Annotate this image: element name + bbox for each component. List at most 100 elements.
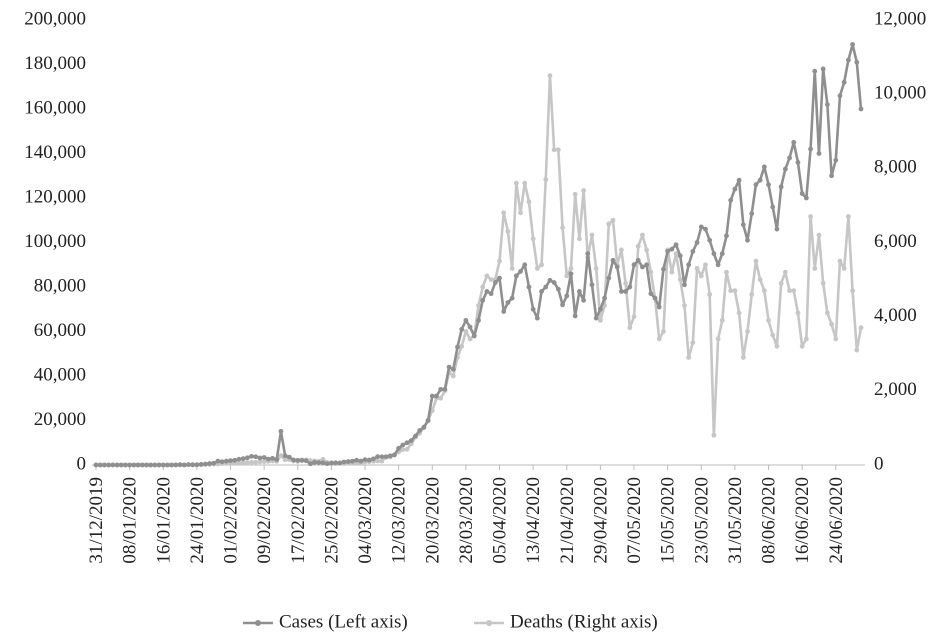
- point: [547, 277, 553, 283]
- point: [841, 266, 847, 271]
- x-tick-label: 28/03/2020: [456, 477, 477, 564]
- point: [707, 292, 713, 297]
- point: [383, 454, 389, 460]
- x-tick-label: 23/05/2020: [691, 477, 712, 564]
- point: [858, 106, 864, 112]
- point: [135, 462, 141, 468]
- point: [795, 160, 801, 165]
- y2-tick-label: 2,000: [874, 379, 917, 400]
- point: [274, 457, 280, 462]
- x-tick-label: 25/02/2020: [321, 477, 342, 564]
- point: [333, 460, 338, 466]
- point: [345, 459, 351, 464]
- point: [631, 314, 637, 320]
- point: [656, 336, 662, 342]
- y-tick-label: 140,000: [24, 142, 86, 163]
- point: [244, 460, 250, 465]
- point: [375, 454, 381, 460]
- x-tick-label: 31/12/2019: [86, 477, 107, 564]
- point: [303, 458, 309, 464]
- point: [421, 424, 427, 430]
- point: [833, 157, 839, 163]
- point: [148, 462, 154, 468]
- point: [661, 329, 666, 334]
- point: [791, 288, 797, 294]
- point: [614, 264, 620, 270]
- point: [627, 325, 633, 331]
- point: [690, 249, 696, 254]
- point: [509, 266, 515, 271]
- x-tick-label: 29/04/2020: [590, 477, 611, 564]
- point: [547, 73, 553, 79]
- point: [505, 300, 511, 305]
- point: [749, 211, 755, 216]
- point: [820, 280, 826, 286]
- point: [236, 456, 242, 462]
- legend-marker: [486, 620, 492, 626]
- point: [610, 217, 616, 223]
- point: [232, 457, 238, 463]
- point: [110, 462, 116, 468]
- point: [812, 68, 818, 74]
- point: [501, 309, 507, 314]
- point: [442, 386, 448, 392]
- point: [270, 455, 275, 461]
- point: [118, 462, 124, 468]
- point: [564, 293, 570, 299]
- x-tick-label: 24/01/2020: [187, 477, 208, 564]
- point: [761, 288, 767, 294]
- point: [816, 151, 822, 156]
- point: [400, 442, 406, 448]
- point: [703, 226, 708, 232]
- y2-tick-label: 0: [874, 453, 884, 474]
- point: [602, 295, 607, 301]
- point: [299, 458, 305, 463]
- point: [778, 280, 784, 286]
- point: [530, 236, 536, 242]
- point: [328, 460, 334, 466]
- point: [753, 258, 759, 264]
- y-tick-label: 40,000: [34, 364, 86, 385]
- x-tick-label: 16/01/2020: [153, 477, 174, 564]
- point: [715, 336, 721, 342]
- point: [610, 257, 616, 263]
- point: [144, 462, 149, 468]
- point: [749, 292, 755, 297]
- point: [686, 355, 692, 360]
- series: [93, 42, 864, 468]
- point: [740, 355, 746, 360]
- point: [526, 199, 532, 205]
- point: [467, 336, 473, 342]
- point: [623, 289, 629, 294]
- point: [278, 453, 284, 458]
- point: [534, 266, 540, 271]
- point: [572, 313, 578, 319]
- point: [568, 266, 574, 271]
- point: [295, 457, 301, 463]
- point: [581, 188, 586, 193]
- point: [190, 462, 196, 468]
- point: [589, 282, 595, 288]
- point: [677, 253, 683, 259]
- point: [131, 462, 137, 468]
- point: [728, 197, 734, 203]
- point: [858, 325, 864, 331]
- point: [711, 251, 717, 257]
- point: [787, 155, 792, 161]
- point: [228, 458, 233, 463]
- x-tick-label: 31/05/2020: [725, 477, 746, 564]
- point: [307, 461, 313, 467]
- legend-label: Deaths (Right axis): [510, 611, 658, 632]
- x-tick-label: 08/06/2020: [759, 477, 780, 564]
- point: [795, 310, 801, 316]
- point: [812, 266, 818, 271]
- point: [581, 297, 586, 303]
- point: [597, 306, 603, 312]
- point: [829, 173, 834, 179]
- point: [555, 286, 561, 292]
- point: [291, 457, 296, 463]
- point: [724, 233, 729, 239]
- point: [522, 180, 528, 186]
- point: [640, 264, 645, 270]
- point: [286, 454, 292, 460]
